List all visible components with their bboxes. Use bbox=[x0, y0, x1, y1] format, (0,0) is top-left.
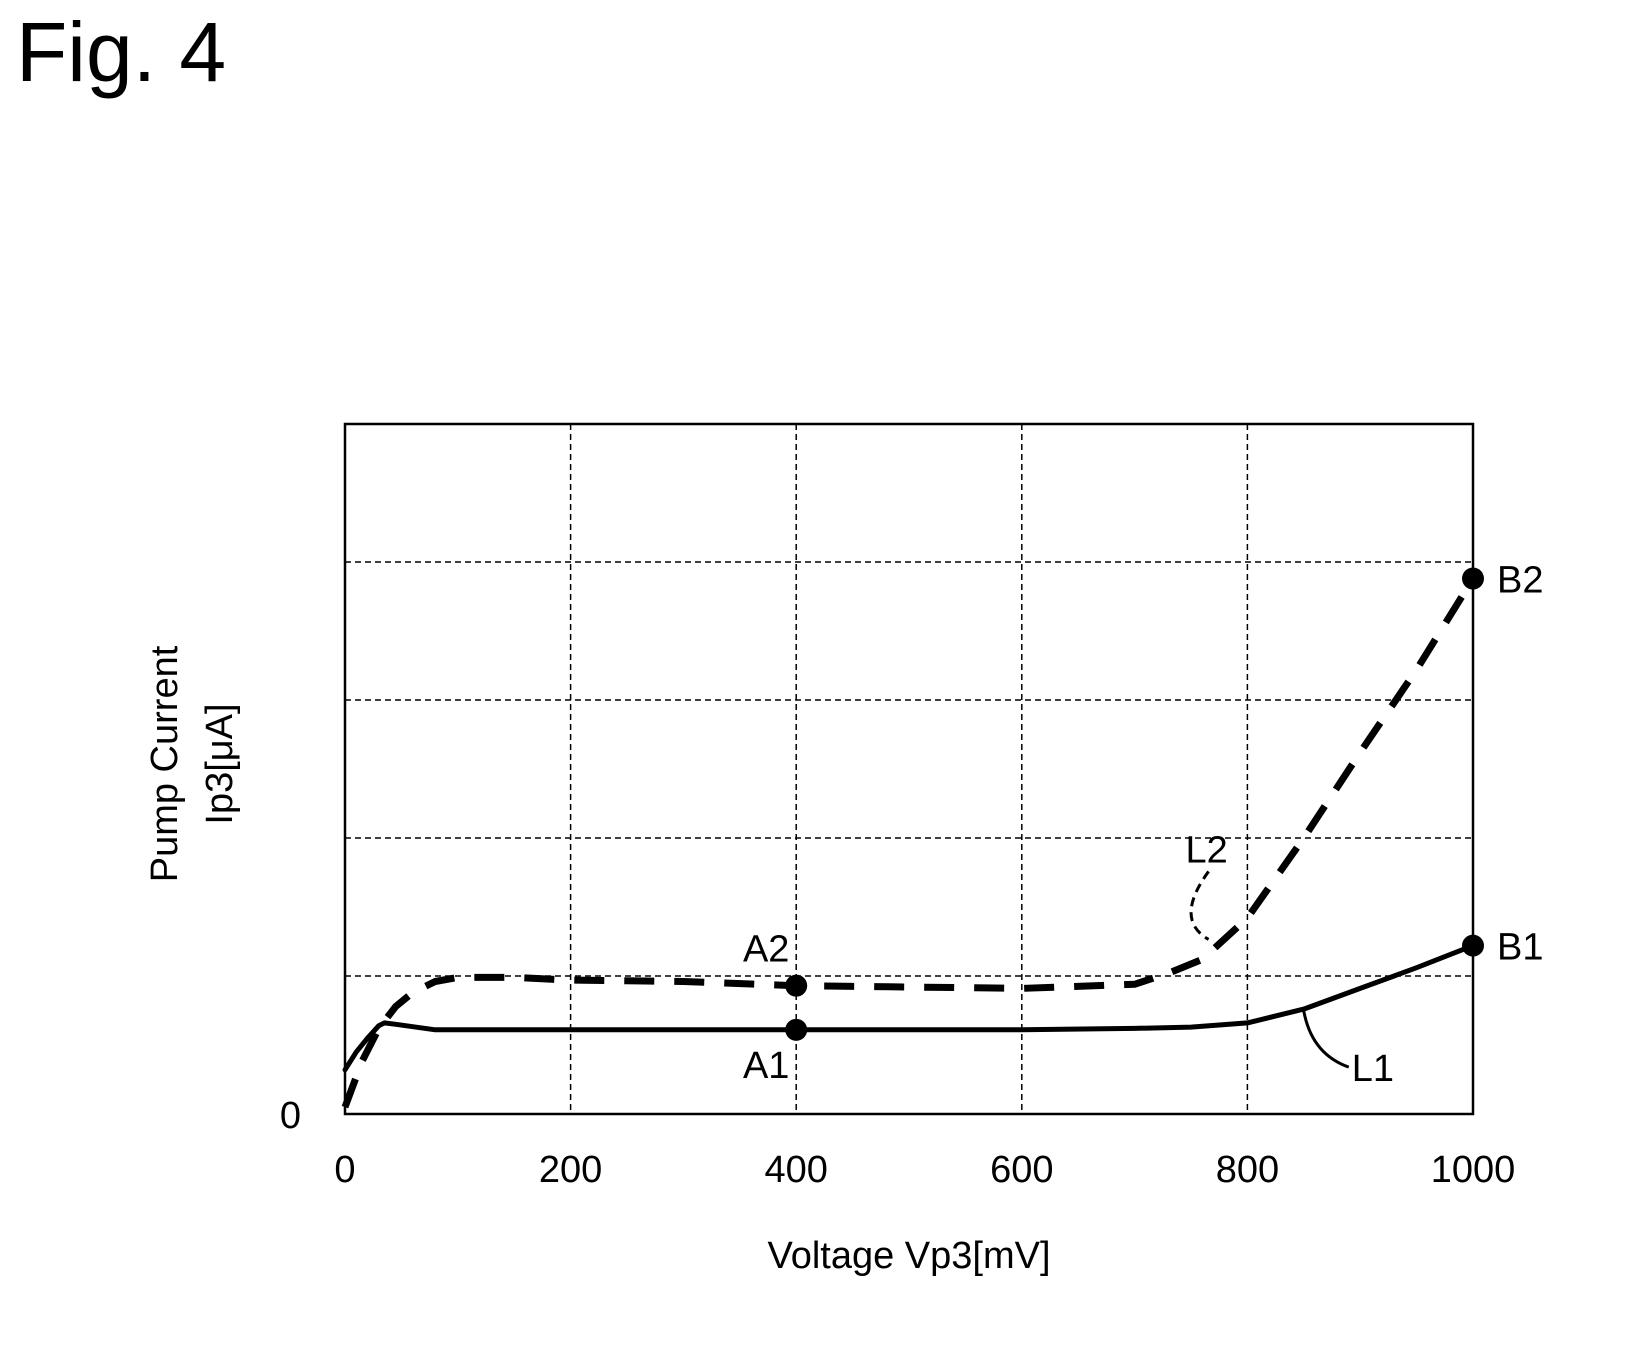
x-tick-label: 600 bbox=[990, 1149, 1053, 1191]
x-tick-label: 400 bbox=[764, 1149, 827, 1191]
point-label-b2: B2 bbox=[1497, 560, 1543, 602]
x-tick-label: 0 bbox=[334, 1149, 355, 1191]
point-label-a1: A1 bbox=[743, 1045, 789, 1087]
series-layer bbox=[341, 576, 1476, 1109]
x-axis-label: Voltage Vp3[mV] bbox=[767, 1235, 1050, 1277]
tick-labels: 0 200 400 600 800 1000 0 bbox=[280, 1095, 1515, 1191]
grid-lines bbox=[345, 424, 1473, 1114]
point-b1 bbox=[1462, 934, 1484, 957]
figure-label: Fig. 4 bbox=[16, 5, 227, 99]
x-tick-label: 200 bbox=[539, 1149, 602, 1191]
plot-frame bbox=[343, 422, 1475, 1116]
series-line-l1 bbox=[342, 943, 1476, 1073]
annotation-layer: A1 A2 B1 B2 L1 L2 bbox=[743, 560, 1544, 1091]
series-label-l2: L2 bbox=[1186, 829, 1228, 871]
point-label-b1: B1 bbox=[1497, 927, 1543, 969]
y-tick-label: 0 bbox=[280, 1095, 301, 1137]
point-a2 bbox=[785, 974, 808, 997]
point-label-a2: A2 bbox=[743, 929, 789, 971]
y-axis-label: Pump Current Ip3[μA] bbox=[144, 645, 241, 882]
y-axis-label-line-2: Ip3[μA] bbox=[199, 703, 241, 824]
x-tick-label: 800 bbox=[1216, 1149, 1279, 1191]
x-tick-label: 1000 bbox=[1431, 1149, 1516, 1191]
series-label-l1: L1 bbox=[1352, 1048, 1394, 1090]
point-a1 bbox=[785, 1018, 808, 1041]
point-b2 bbox=[1462, 567, 1484, 590]
leader-line-l2 bbox=[1189, 870, 1210, 941]
leader-line-l1 bbox=[1302, 1010, 1350, 1069]
y-axis-label-line-1: Pump Current bbox=[144, 645, 186, 882]
